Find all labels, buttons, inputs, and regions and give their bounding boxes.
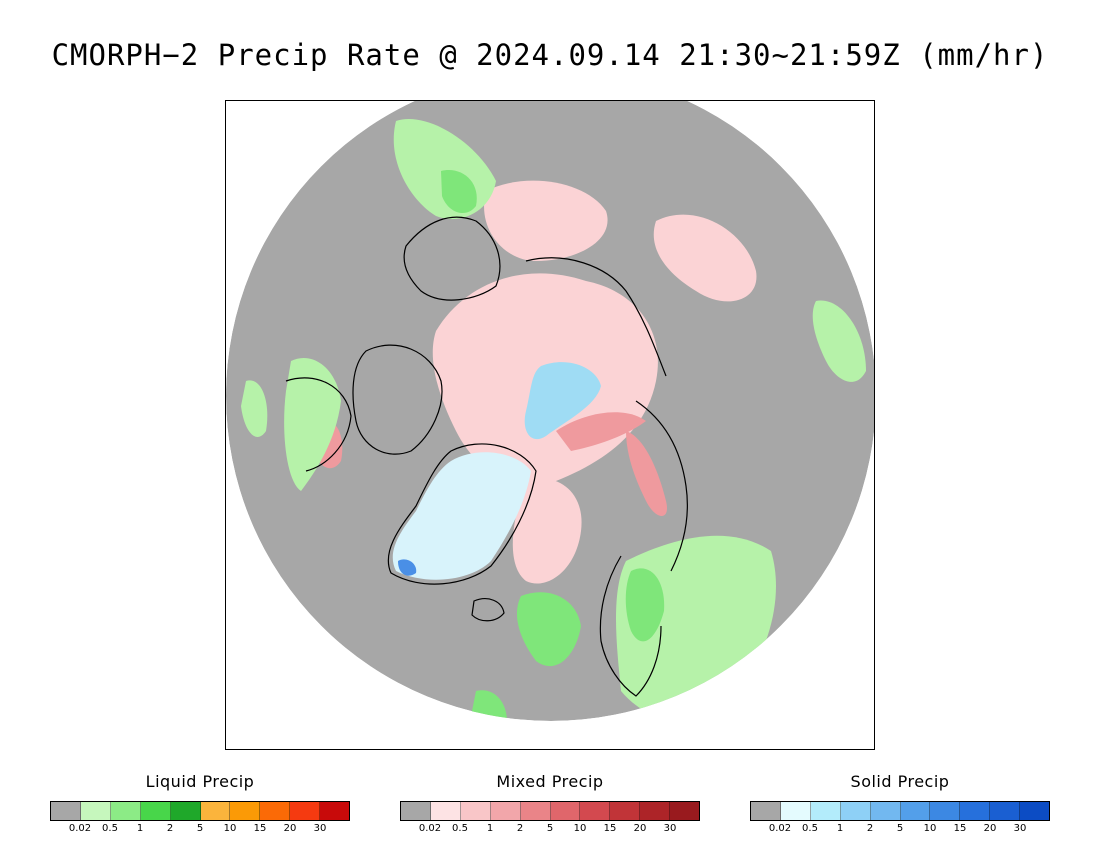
legend-liquid-tick-label: 0.5	[102, 823, 118, 834]
legend-solid-tick-label: 0.5	[802, 823, 818, 834]
legend-solid-tick-label: 5	[896, 823, 904, 834]
map-title: CMORPH−2 Precip Rate @ 2024.09.14 21:30~…	[51, 38, 1049, 72]
legend-solid-ticks: 0.02 0.5 1 2 5 10 15 20 30	[750, 821, 1050, 835]
legend-mixed-swatch	[490, 802, 521, 820]
siberia-coastline	[525, 257, 667, 377]
legend-liquid-swatch	[170, 802, 201, 820]
legend-mixed-swatch	[401, 802, 431, 820]
legend-solid-swatch	[900, 802, 931, 820]
central-arctic-solid-precip	[524, 362, 601, 440]
legend-liquid: Liquid Precip 0.02 0.5 1 2 5 10 15 20 30	[50, 772, 350, 835]
legend-liquid-swatch	[230, 802, 261, 820]
kara-sea-mixed-region	[556, 412, 646, 451]
legend-solid-tick-label: 2	[866, 823, 874, 834]
north-atlantic-mixed-region	[512, 478, 582, 584]
legend-solid-swatch	[810, 802, 841, 820]
legend-liquid-tick-label: 0.02	[68, 823, 92, 834]
legend-mixed: Mixed Precip 0.02 0.5 1 2 5 10 15 20 30	[400, 772, 700, 835]
legend-liquid-title: Liquid Precip	[145, 772, 255, 791]
legend-mixed-tick-label: 10	[573, 823, 587, 834]
legend-mixed-swatch	[550, 802, 581, 820]
legend-solid-swatch	[751, 802, 781, 820]
legend-solid-title: Solid Precip	[850, 772, 950, 791]
legend-solid-swatch	[840, 802, 871, 820]
greenland-heavy-snow	[398, 559, 417, 576]
barents-mixed-region	[626, 431, 667, 516]
legend-mixed-tick-label: 1	[486, 823, 494, 834]
legend-solid-swatch	[990, 802, 1021, 820]
scandinavia-coastline	[599, 555, 662, 697]
greenland-solid-precip	[392, 452, 531, 580]
greenland-coastline	[387, 443, 537, 585]
polar-map	[226, 101, 874, 721]
north-sea-liquid-precip	[516, 592, 581, 667]
canadian-archipelago-coastline	[352, 344, 443, 455]
legend-solid-colorbar	[750, 801, 1050, 821]
legend-liquid-tick-label: 20	[283, 823, 297, 834]
legend-mixed-title: Mixed Precip	[496, 772, 604, 791]
legend-solid-tick-label: 10	[923, 823, 937, 834]
legend-liquid-tick-label: 30	[313, 823, 327, 834]
alaska-heavy-liquid	[441, 170, 477, 214]
legend-liquid-swatch	[140, 802, 171, 820]
legend-liquid-ticks: 0.02 0.5 1 2 5 10 15 20 30	[50, 821, 350, 835]
legend-solid-swatch	[960, 802, 991, 820]
legend-solid-swatch	[870, 802, 901, 820]
legend-mixed-tick-label: 20	[633, 823, 647, 834]
legend-liquid-tick-label: 5	[196, 823, 204, 834]
legend-liquid-swatch	[80, 802, 111, 820]
legend-solid-tick-label: 15	[953, 823, 967, 834]
legend-mixed-swatch	[430, 802, 461, 820]
iceland-coastline	[471, 598, 505, 622]
legend-liquid-swatch	[290, 802, 321, 820]
map-frame	[225, 100, 875, 750]
legend-mixed-tick-label: 5	[546, 823, 554, 834]
legend-liquid-colorbar	[50, 801, 350, 821]
legend-mixed-swatch	[640, 802, 671, 820]
west-liquid-precip	[241, 380, 268, 437]
beaufort-mixed-region	[484, 180, 608, 261]
legend-liquid-swatch	[320, 802, 350, 820]
canada-liquid-precip	[284, 357, 341, 491]
legend-mixed-swatch	[520, 802, 551, 820]
legend-liquid-swatch	[260, 802, 291, 820]
legend-mixed-tick-label: 2	[516, 823, 524, 834]
legend-liquid-tick-label: 10	[223, 823, 237, 834]
legend-mixed-swatch	[460, 802, 491, 820]
alaska-coastline	[403, 216, 501, 301]
hudson-bay-coastline	[285, 377, 352, 472]
legend-mixed-swatch	[670, 802, 700, 820]
legend-solid-swatch	[1020, 802, 1050, 820]
legend-mixed-tick-label: 30	[663, 823, 677, 834]
legend-solid-tick-label: 30	[1013, 823, 1027, 834]
uk-liquid-precip	[471, 690, 507, 721]
legend-mixed-tick-label: 0.5	[452, 823, 468, 834]
legend-mixed-ticks: 0.02 0.5 1 2 5 10 15 20 30	[400, 821, 700, 835]
legend-solid-tick-label: 0.02	[768, 823, 792, 834]
legend-liquid-swatch	[110, 802, 141, 820]
legend-mixed-swatch	[610, 802, 641, 820]
legend-mixed-colorbar	[400, 801, 700, 821]
legend-liquid-tick-label: 2	[166, 823, 174, 834]
legend-liquid-swatch	[51, 802, 81, 820]
legend-liquid-tick-label: 15	[253, 823, 267, 834]
legend-solid-swatch	[780, 802, 811, 820]
legend-solid-swatch	[930, 802, 961, 820]
scandinavia-heavy-liquid	[625, 568, 665, 642]
legend-solid-tick-label: 1	[836, 823, 844, 834]
legend-mixed-swatch	[580, 802, 611, 820]
north-pacific-mixed-region	[653, 214, 757, 302]
russia-coastline	[635, 400, 688, 572]
legend-solid: Solid Precip 0.02 0.5 1 2 5 10 15 20 30	[750, 772, 1050, 835]
legend-solid-tick-label: 20	[983, 823, 997, 834]
legend-mixed-tick-label: 15	[603, 823, 617, 834]
legend-liquid-swatch	[200, 802, 231, 820]
siberia-liquid-precip	[812, 300, 866, 382]
legend-mixed-tick-label: 0.02	[418, 823, 442, 834]
legend-liquid-tick-label: 1	[136, 823, 144, 834]
